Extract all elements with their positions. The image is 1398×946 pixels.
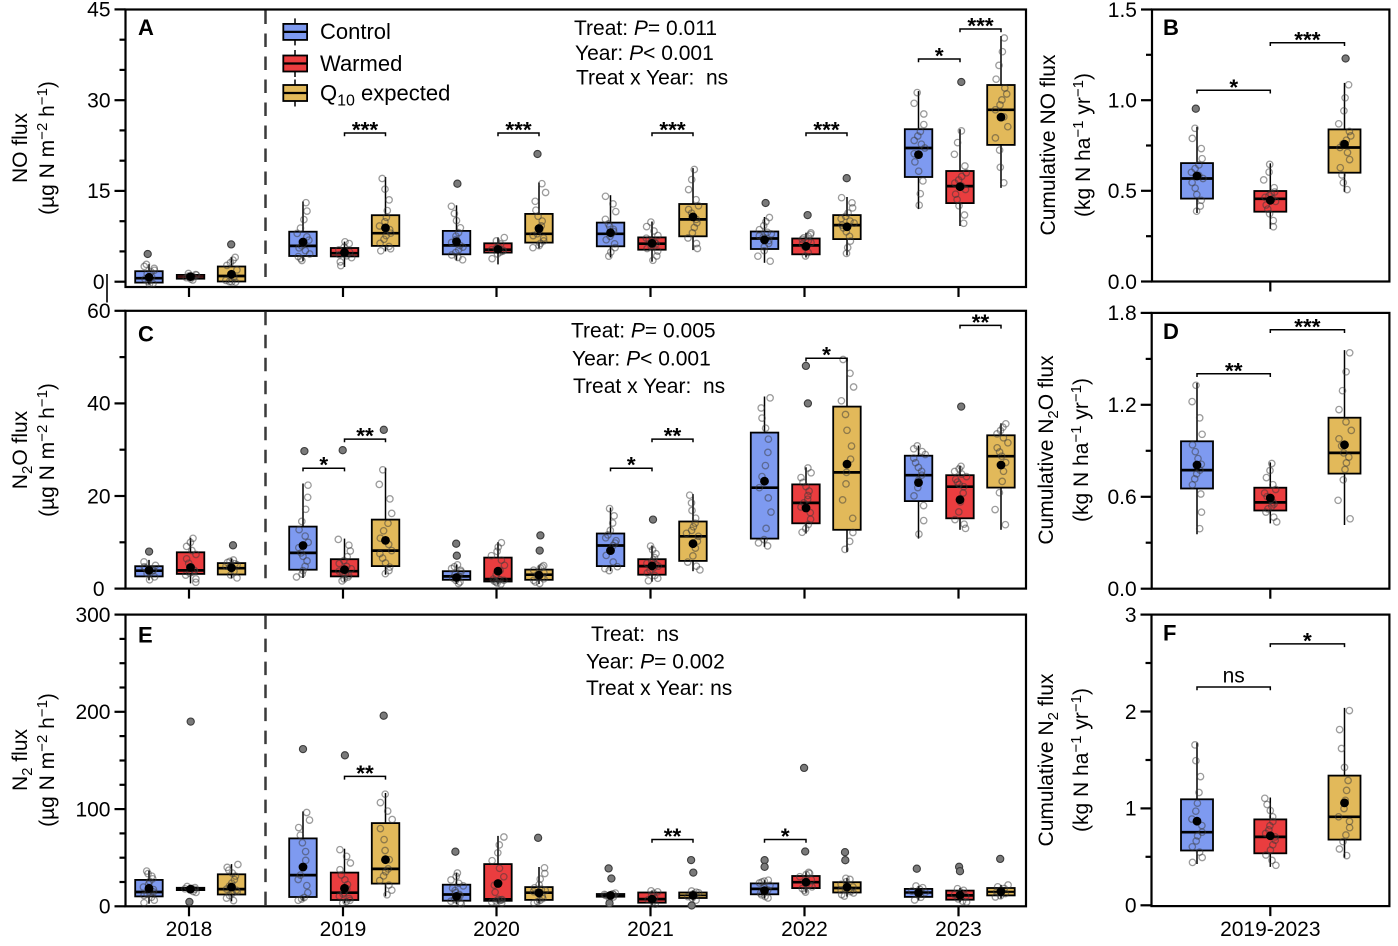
svg-text:Treat x Year: ns: Treat x Year: ns: [576, 67, 728, 90]
svg-text:Cumulative N2 flux: Cumulative N2 flux: [1035, 673, 1062, 846]
svg-text:B: B: [1163, 15, 1179, 40]
svg-text:0.5: 0.5: [1108, 180, 1137, 203]
svg-text:1.0: 1.0: [1108, 90, 1137, 113]
svg-text:**: **: [356, 424, 374, 449]
svg-text:0.0: 0.0: [1107, 578, 1136, 601]
svg-text:0: 0: [1125, 895, 1137, 918]
svg-text:*: *: [822, 343, 831, 368]
svg-text:0.0: 0.0: [1108, 271, 1137, 294]
svg-text:Year: P= 0.002: Year: P= 0.002: [586, 651, 725, 674]
svg-text:**: **: [1225, 358, 1243, 383]
svg-text:***: ***: [813, 118, 840, 143]
svg-text:Control: Control: [320, 19, 391, 44]
svg-text:*: *: [781, 824, 790, 849]
svg-text:30: 30: [87, 90, 110, 113]
svg-text:Treat: P= 0.005: Treat: P= 0.005: [571, 320, 716, 343]
svg-text:Year: P< 0.001: Year: P< 0.001: [575, 42, 714, 65]
svg-text:1.2: 1.2: [1107, 394, 1136, 417]
svg-text:A: A: [138, 15, 154, 40]
svg-text:E: E: [138, 623, 153, 648]
svg-text:**: **: [356, 761, 374, 786]
svg-text:0: 0: [99, 896, 111, 919]
svg-text:2: 2: [1125, 701, 1137, 724]
svg-text:3: 3: [1125, 604, 1137, 627]
svg-text:1.5: 1.5: [1108, 0, 1137, 22]
svg-text:*: *: [1303, 628, 1312, 653]
svg-text:Cumulative N2O flux: Cumulative N2O flux: [1035, 355, 1062, 545]
svg-text:*: *: [1229, 75, 1238, 100]
svg-text:2022: 2022: [781, 918, 828, 941]
svg-text:D: D: [1163, 319, 1179, 344]
svg-text:**: **: [664, 824, 682, 849]
svg-text:Year: P< 0.001: Year: P< 0.001: [572, 348, 711, 371]
svg-text:***: ***: [352, 118, 379, 143]
svg-text:1: 1: [1125, 798, 1137, 821]
svg-text:0: 0: [93, 578, 105, 601]
svg-text:2019-2023: 2019-2023: [1220, 918, 1320, 941]
svg-text:0.6: 0.6: [1107, 486, 1136, 509]
svg-text:Warmed: Warmed: [320, 51, 402, 76]
svg-text:**: **: [664, 424, 682, 449]
svg-text:(kg N ha−1 yr−1): (kg N ha−1 yr−1): [1068, 378, 1093, 522]
svg-text:*: *: [627, 453, 636, 478]
svg-text:100: 100: [75, 798, 110, 821]
svg-text:2023: 2023: [935, 918, 982, 941]
svg-text:200: 200: [75, 701, 110, 724]
svg-text:Cumulative NO flux: Cumulative NO flux: [1037, 54, 1060, 235]
svg-text:40: 40: [87, 393, 110, 416]
svg-text:***: ***: [505, 118, 532, 143]
svg-text:NO flux: NO flux: [9, 112, 32, 183]
svg-text:2019: 2019: [320, 918, 367, 941]
svg-text:45: 45: [87, 0, 110, 22]
svg-text:15: 15: [87, 180, 110, 203]
svg-text:**: **: [972, 310, 990, 335]
svg-text:***: ***: [1294, 314, 1321, 339]
svg-text:1.8: 1.8: [1107, 302, 1136, 325]
svg-text:ns: ns: [1223, 665, 1245, 688]
svg-text:N2O flux: N2O flux: [9, 410, 36, 489]
svg-text:***: ***: [1294, 27, 1321, 52]
svg-text:Treat: ns: Treat: ns: [591, 623, 679, 646]
svg-text:***: ***: [659, 118, 686, 143]
svg-text:Q10 expected: Q10 expected: [320, 80, 450, 109]
svg-text:2020: 2020: [473, 918, 520, 941]
svg-text:2021: 2021: [627, 918, 674, 941]
svg-text:2018: 2018: [166, 918, 213, 941]
svg-text:20: 20: [87, 485, 110, 508]
svg-text:*: *: [935, 44, 944, 69]
svg-text:*: *: [319, 453, 328, 478]
svg-text:0: 0: [93, 271, 105, 294]
svg-text:***: ***: [967, 14, 994, 39]
svg-text:Treat x Year: ns: Treat x Year: ns: [573, 375, 725, 398]
svg-text:Treat x Year: ns: Treat x Year: ns: [586, 677, 732, 700]
svg-text:F: F: [1163, 621, 1176, 646]
svg-text:N2 flux: N2 flux: [9, 728, 36, 791]
svg-text:C: C: [138, 322, 154, 347]
svg-text:(µg N m−2 h−1): (µg N m−2 h−1): [34, 383, 59, 517]
svg-text:60: 60: [87, 300, 110, 323]
svg-text:300: 300: [75, 604, 110, 627]
svg-text:Treat: P= 0.011: Treat: P= 0.011: [574, 17, 717, 40]
